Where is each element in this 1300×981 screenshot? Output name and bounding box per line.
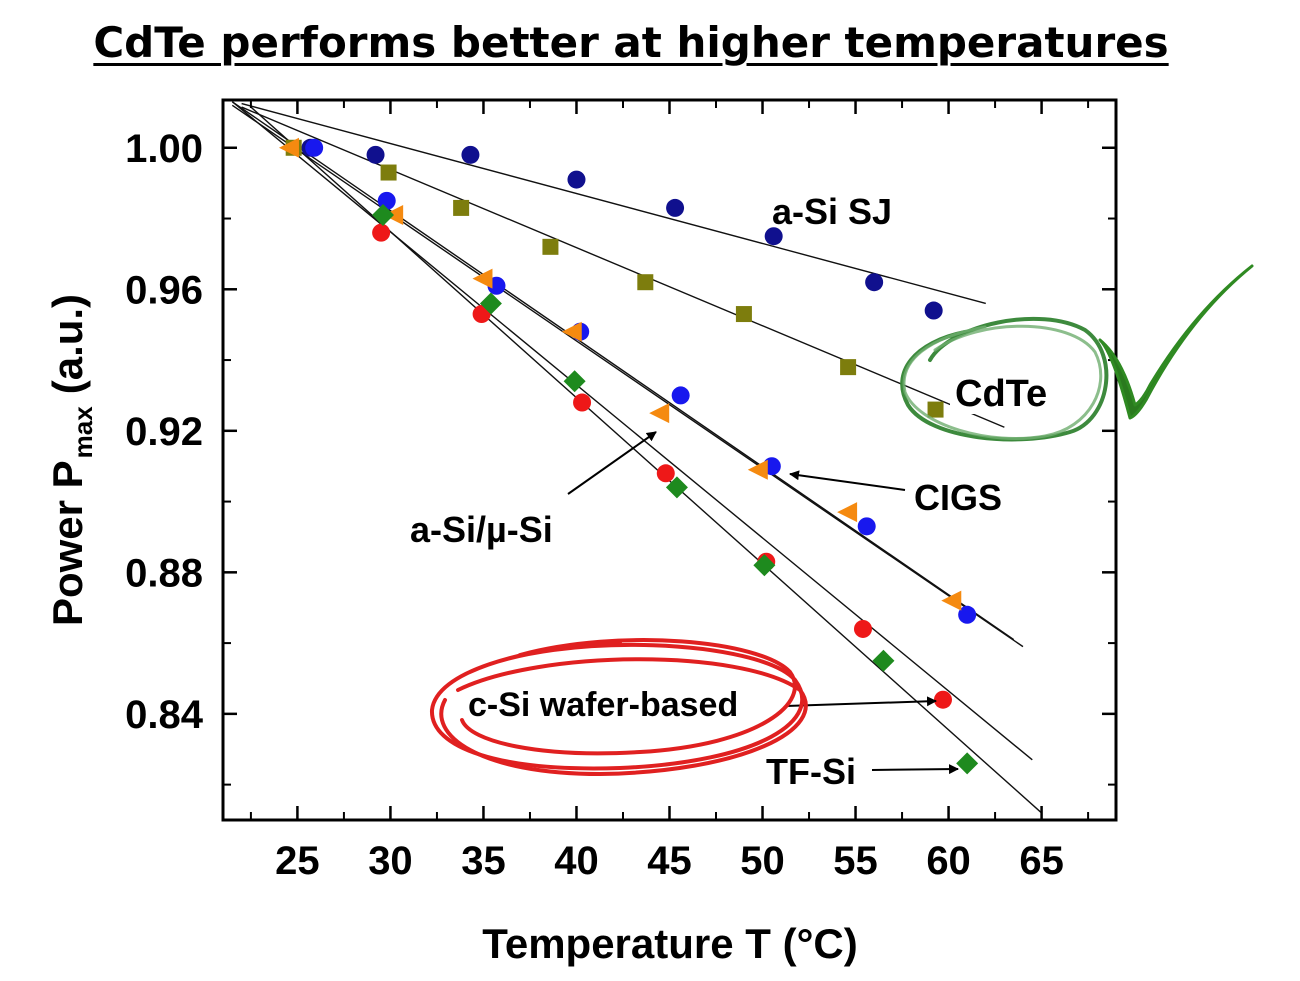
label-cigs: CIGS bbox=[914, 477, 1002, 518]
point-c-si-wafer-based bbox=[853, 619, 872, 638]
point-tf-si bbox=[665, 476, 688, 499]
point-a-si-si bbox=[941, 590, 962, 611]
x-tick-label: 60 bbox=[926, 839, 971, 883]
point-c-si-wafer-based bbox=[656, 464, 675, 483]
point-a-si-si bbox=[837, 502, 858, 523]
fit-line-a-si-si bbox=[231, 104, 1024, 648]
svg-text:Power Pmax(a.u.): Power Pmax (a.u.) bbox=[44, 294, 98, 626]
point-a-si-sj bbox=[924, 301, 943, 320]
y-axis-title: Power Pmax (a.u.) bbox=[44, 294, 98, 626]
data-markers bbox=[278, 137, 979, 775]
point-c-si-wafer-based bbox=[933, 690, 952, 709]
arrow-asi-musi bbox=[567, 431, 657, 495]
x-tick-label: 25 bbox=[275, 839, 320, 883]
checkmark-icon bbox=[1098, 264, 1254, 420]
point-tf-si bbox=[563, 370, 586, 393]
arrow-csi bbox=[785, 696, 937, 707]
y-tick-label: 0.92 bbox=[125, 410, 203, 454]
slide-title: CdTe performs better at higher temperatu… bbox=[93, 18, 1169, 67]
point-tf-si bbox=[956, 752, 979, 775]
point-a-si-si bbox=[649, 403, 670, 424]
x-tick-label: 50 bbox=[740, 839, 785, 883]
point-a-si-si bbox=[472, 268, 493, 289]
point-a-si-sj bbox=[764, 227, 783, 246]
arrow-cigs bbox=[789, 470, 906, 491]
point-cdte bbox=[380, 164, 397, 181]
point-cigs bbox=[671, 386, 690, 405]
point-cdte bbox=[927, 401, 944, 418]
arrow-tfsi bbox=[871, 764, 959, 775]
y-tick-label: 0.88 bbox=[125, 551, 203, 595]
y-axis-title-unit: (a.u.) bbox=[44, 294, 91, 394]
label-tfsi: TF-Si bbox=[766, 751, 856, 792]
point-cdte bbox=[735, 306, 752, 323]
point-tf-si bbox=[371, 203, 394, 226]
x-tick-label: 35 bbox=[461, 839, 506, 883]
cdte-highlight-circle bbox=[900, 316, 1109, 442]
label-tfsi-background bbox=[762, 748, 870, 788]
fit-line-cigs bbox=[231, 101, 1015, 641]
label-cdte-background bbox=[950, 372, 1066, 414]
point-a-si-si bbox=[278, 137, 299, 158]
point-cigs bbox=[305, 138, 324, 157]
y-axis-title-sub: max bbox=[68, 406, 98, 459]
point-tf-si bbox=[479, 292, 502, 315]
point-cigs bbox=[958, 605, 977, 624]
x-tick-label: 65 bbox=[1019, 839, 1064, 883]
label-cdte: CdTe bbox=[955, 373, 1047, 415]
label-csi: c-Si wafer-based bbox=[468, 686, 738, 724]
y-tick-label: 0.84 bbox=[125, 693, 204, 737]
x-tick-label: 40 bbox=[554, 839, 599, 883]
point-cigs bbox=[857, 517, 876, 536]
csi-highlight-scribble bbox=[429, 638, 808, 777]
point-a-si-si bbox=[747, 459, 768, 480]
point-a-si-sj bbox=[461, 145, 480, 164]
point-tf-si bbox=[753, 554, 776, 577]
label-asi-sj: a-Si SJ bbox=[772, 191, 892, 232]
point-cdte bbox=[453, 199, 470, 216]
y-tick-label: 0.96 bbox=[125, 268, 203, 312]
point-c-si-wafer-based bbox=[372, 223, 391, 242]
y-axis-title-main: Power P bbox=[44, 460, 91, 626]
x-tick-label: 45 bbox=[647, 839, 692, 883]
point-a-si-sj bbox=[366, 145, 385, 164]
x-tick-label: 30 bbox=[368, 839, 413, 883]
fit-line-a-si-sj bbox=[241, 102, 986, 305]
point-a-si-sj bbox=[567, 170, 586, 189]
point-tf-si bbox=[872, 649, 895, 672]
tick-labels: 25 30 35 40 45 50 55 60 65 0.84 0.88 0.92 0.96 1.00 bbox=[125, 127, 1064, 883]
fit-line-cdte bbox=[241, 106, 1005, 428]
label-asi-musi: a-Si/µ-Si bbox=[410, 509, 553, 550]
point-a-si-si bbox=[561, 321, 582, 342]
x-tick-label: 55 bbox=[833, 839, 878, 883]
point-c-si-wafer-based bbox=[573, 393, 592, 412]
point-a-si-sj bbox=[865, 273, 884, 292]
y-tick-label: 1.00 bbox=[125, 127, 203, 171]
point-cdte bbox=[637, 274, 654, 291]
point-cdte bbox=[840, 359, 857, 376]
point-cdte bbox=[542, 238, 559, 255]
fit-line-c-si-wafer-based bbox=[231, 101, 1033, 761]
x-axis-title: Temperature T (°C) bbox=[482, 920, 857, 967]
point-a-si-sj bbox=[666, 198, 685, 217]
